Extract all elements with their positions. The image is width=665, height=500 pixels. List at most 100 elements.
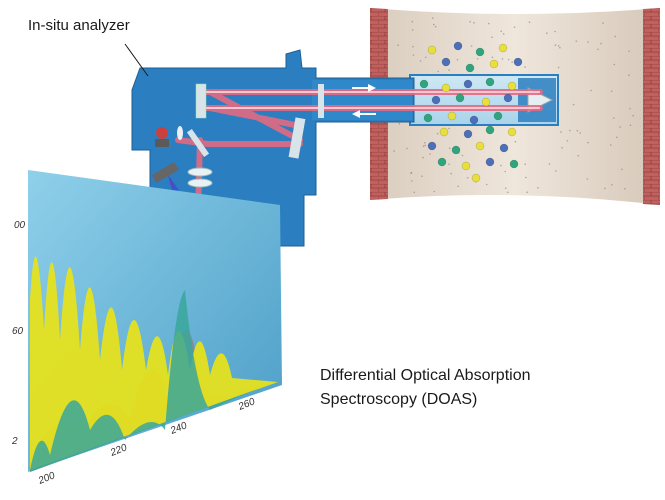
dust-speck xyxy=(526,191,528,193)
x-tick-label: 220 xyxy=(108,442,129,459)
detector-icon xyxy=(151,162,179,183)
analyzer-label: In-situ analyzer xyxy=(28,17,130,34)
dust-speck xyxy=(587,41,589,43)
dust-speck xyxy=(560,131,562,133)
gas-molecule xyxy=(485,157,495,167)
dust-speck xyxy=(600,42,602,45)
dust-speck xyxy=(611,184,613,186)
dust-speck xyxy=(554,30,556,33)
dust-speck xyxy=(410,172,412,174)
dust-speck xyxy=(614,35,617,38)
dust-speck xyxy=(469,21,471,23)
y-axis-ticks: 00 60 2 xyxy=(11,220,26,447)
dust-speck xyxy=(433,190,436,193)
gas-molecule xyxy=(498,43,508,53)
dust-speck xyxy=(507,58,510,61)
dust-speck xyxy=(524,163,526,165)
gas-molecule xyxy=(419,79,429,89)
dust-speck xyxy=(411,29,414,31)
gas-molecule xyxy=(475,141,485,151)
dust-speck xyxy=(525,176,527,179)
dust-speck xyxy=(577,154,579,157)
dust-speck xyxy=(507,191,509,194)
dust-speck xyxy=(486,183,488,186)
dust-speck xyxy=(590,89,592,92)
y-tick-label: 60 xyxy=(12,326,24,337)
arrow-right-icon xyxy=(352,84,376,92)
dust-speck xyxy=(569,129,571,132)
dust-speck xyxy=(557,45,560,47)
dust-speck xyxy=(436,132,439,135)
dust-speck xyxy=(537,187,539,189)
arrow-left-icon xyxy=(352,110,376,118)
dust-speck xyxy=(421,175,423,177)
mirror-right-icon xyxy=(288,117,306,159)
dust-speck xyxy=(473,22,475,24)
gas-molecule xyxy=(475,47,485,57)
dust-speck xyxy=(610,144,612,146)
dust-speck xyxy=(422,145,425,147)
dust-speck xyxy=(500,164,502,167)
dust-speck xyxy=(466,177,469,179)
gas-molecule xyxy=(427,45,437,55)
dust-speck xyxy=(461,154,464,157)
dust-speck xyxy=(621,168,623,171)
dust-speck xyxy=(397,44,399,46)
gas-molecule xyxy=(469,115,479,125)
dust-speck xyxy=(576,129,579,132)
dust-speck xyxy=(616,136,618,139)
dust-speck xyxy=(456,58,459,61)
dust-speck xyxy=(554,44,557,46)
gas-molecule xyxy=(465,63,475,73)
gas-molecule xyxy=(431,95,441,105)
gas-molecule xyxy=(481,97,491,107)
spectrum-series-yellow xyxy=(30,256,278,470)
dust-speck xyxy=(412,45,414,48)
gas-molecule xyxy=(427,141,437,151)
dust-speck xyxy=(612,117,615,119)
dust-speck xyxy=(504,187,507,189)
dust-speck xyxy=(555,170,557,172)
dust-speck xyxy=(500,30,503,33)
dust-speck xyxy=(448,69,450,71)
dust-speck xyxy=(586,178,589,180)
dust-speck xyxy=(579,132,581,134)
dust-speck xyxy=(429,153,431,155)
dust-speck xyxy=(412,54,415,56)
dust-speck xyxy=(513,26,516,29)
gas-molecule xyxy=(455,93,465,103)
dust-speck xyxy=(457,185,459,188)
gas-molecule xyxy=(439,127,449,137)
dust-speck xyxy=(557,66,560,69)
gas-molecule xyxy=(503,93,513,103)
dust-speck xyxy=(450,172,453,175)
dust-speck xyxy=(548,163,551,165)
dust-speck xyxy=(572,103,575,106)
dust-speck xyxy=(597,48,599,51)
beam-splitter-icon xyxy=(186,128,210,158)
dust-speck xyxy=(613,63,616,66)
dust-speck xyxy=(432,17,434,20)
dust-speck xyxy=(610,90,613,92)
dust-speck xyxy=(524,66,526,68)
dust-speck xyxy=(491,56,494,59)
dust-speck xyxy=(514,140,517,143)
method-label-line-1: Differential Optical Absorption xyxy=(320,367,531,384)
dust-speck xyxy=(575,40,578,42)
dust-speck xyxy=(566,140,569,142)
dust-speck xyxy=(502,33,505,35)
mirror-beamsplitter-icon xyxy=(318,84,324,118)
gas-molecule xyxy=(485,77,495,87)
gas-molecule xyxy=(441,57,451,67)
dust-speck xyxy=(629,107,631,110)
dust-speck xyxy=(476,58,479,60)
dust-speck xyxy=(393,150,395,152)
dust-speck xyxy=(546,32,548,34)
dust-speck xyxy=(411,20,414,23)
dust-speck xyxy=(422,156,424,159)
gas-molecule xyxy=(493,111,503,121)
spectrum-series-teal xyxy=(30,290,260,472)
gas-molecule xyxy=(441,83,451,93)
gas-molecule xyxy=(453,41,463,51)
